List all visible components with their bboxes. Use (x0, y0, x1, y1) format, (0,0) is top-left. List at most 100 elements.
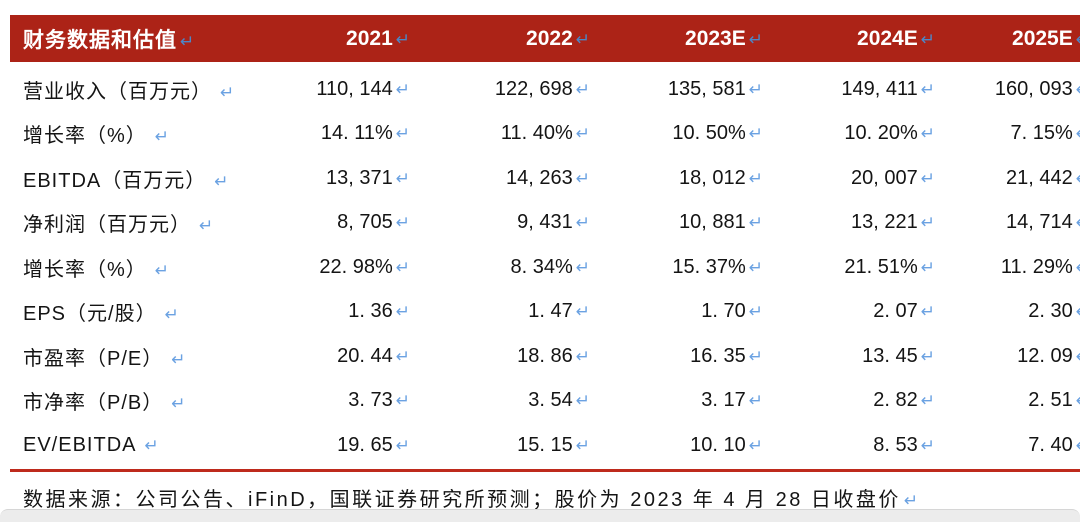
cell-value: 22. 98% (319, 255, 393, 278)
paragraph-return-icon: ↵ (395, 391, 410, 412)
value-cell: 1. 47 ↵ (410, 300, 590, 323)
cell-value: 18, 012 (679, 166, 746, 189)
row-label: EBITDA（百万元） (23, 169, 207, 192)
cell-value: 2. 82 (873, 389, 918, 412)
paragraph-return-icon: ↵ (920, 435, 935, 456)
value-cell: 15. 37% ↵ (590, 256, 763, 279)
cell-value: 10. 10 (690, 433, 746, 456)
row-label-cell: 增长率（%） ↵ (10, 253, 240, 282)
value-cell: 15. 15 ↵ (410, 434, 590, 457)
paragraph-return-icon: ↵ (1076, 302, 1080, 322)
value-cell: 7. 15%↵ (935, 122, 1080, 145)
table-row: 增长率（%） ↵ 22. 98% ↵ 8. 34% ↵ 15. 37% ↵ 21. 51% ↵ 11… (10, 245, 1080, 290)
row-label: 营业收入（百万元） (23, 80, 212, 103)
financial-data-table: 财务数据和估值↵ 2021↵2022↵2023E↵2024E↵2025E↵ 营业… (10, 15, 1080, 512)
column-header-label: 2023E (685, 26, 746, 50)
cell-value: 3. 54 (528, 389, 573, 412)
paragraph-return-icon: ↵ (395, 79, 410, 100)
cell-value: 13, 371 (326, 166, 393, 189)
paragraph-return-icon: ↵ (1076, 258, 1080, 278)
paragraph-return-icon: ↵ (748, 79, 763, 100)
paragraph-return-icon: ↵ (575, 435, 590, 456)
paragraph-return-icon: ↵ (1076, 124, 1080, 144)
cell-value: 11. 29% (1000, 255, 1073, 278)
table-header-title: 财务数据和估值 (23, 28, 177, 52)
value-cell: 21. 51% ↵ (763, 256, 935, 279)
table-bottom-border (10, 468, 1080, 472)
paragraph-return-icon: ↵ (920, 213, 935, 234)
table-row: 市净率（P/B）↵3. 73↵3. 54↵3. 17↵2. 82↵2. 51↵ (10, 379, 1080, 424)
cell-value: 21, 442 (1006, 166, 1073, 189)
column-header-2024e: 2024E ↵ (763, 27, 935, 51)
cell-value: 149, 411 (841, 77, 918, 100)
paragraph-return-icon: ↵ (1076, 30, 1080, 50)
table-row: EV/EBITDA ↵ 19. 65 ↵ 15. 15 ↵ 10. 10 ↵ 8. 53 ↵ 7. … (10, 423, 1080, 468)
cell-value: 2. 30 (1028, 300, 1073, 323)
value-cell: 10. 10 ↵ (590, 434, 763, 457)
cell-value: 21. 51% (844, 255, 918, 278)
row-label: 净利润（百万元） (23, 214, 191, 237)
value-cell: 8. 34% ↵ (410, 256, 590, 279)
value-cell: 14, 714↵ (935, 211, 1080, 234)
cell-value: 1. 47 (528, 300, 573, 323)
paragraph-return-icon: ↵ (748, 391, 763, 412)
column-header-2021: 2021 ↵ (240, 27, 410, 51)
paragraph-return-icon: ↵ (575, 213, 590, 234)
value-cell: 110, 144 ↵ (240, 78, 410, 101)
value-cell: 12. 09↵ (935, 345, 1080, 368)
table-row: EPS（元/股）↵1. 36↵1. 47↵1. 70↵2. 07↵2. 30↵ (10, 290, 1080, 335)
table-body: 营业收入（百万元） ↵ 110, 144 ↵ 122, 698 ↵ 135, 581 ↵ 149… (10, 62, 1080, 468)
cell-value: 3. 17 (701, 389, 746, 412)
cell-value: 2. 07 (873, 300, 918, 323)
cell-value: 18. 86 (517, 344, 573, 367)
paragraph-return-icon: ↵ (748, 346, 763, 367)
value-cell: 7. 40↵ (935, 434, 1080, 457)
value-cell: 10. 20% ↵ (763, 122, 935, 145)
paragraph-return-icon: ↵ (903, 490, 919, 511)
value-cell: 2. 30↵ (935, 300, 1080, 323)
cell-value: 14. 11% (320, 122, 393, 145)
cell-value: 15. 15 (517, 433, 573, 456)
paragraph-return-icon: ↵ (395, 168, 410, 189)
paragraph-return-icon: ↵ (575, 168, 590, 189)
value-cell: 13, 371 ↵ (240, 167, 410, 190)
column-header-label: 2025E (1012, 26, 1073, 50)
paragraph-return-icon: ↵ (575, 124, 590, 145)
table-row: 增长率（%） ↵ 14. 11% ↵ 11. 40% ↵ 10. 50% ↵ 10. 20% ↵ 7… (10, 112, 1080, 157)
cell-value: 12. 09 (1017, 344, 1073, 367)
row-label-cell: 营业收入（百万元） ↵ (10, 75, 240, 104)
paragraph-return-icon: ↵ (1076, 391, 1080, 411)
paragraph-return-icon: ↵ (575, 391, 590, 412)
value-cell: 10, 881 ↵ (590, 211, 763, 234)
row-label-cell: EBITDA（百万元） ↵ (10, 164, 240, 193)
value-cell: 22. 98% ↵ (240, 256, 410, 279)
value-cell: 13. 45 ↵ (763, 345, 935, 368)
row-label-cell: 净利润（百万元） ↵ (10, 208, 240, 237)
paragraph-return-icon: ↵ (748, 302, 763, 323)
row-label: 市净率（P/B） (23, 392, 164, 415)
paragraph-return-icon: ↵ (748, 29, 763, 50)
row-label: 市盈率（P/E） (23, 347, 164, 370)
paragraph-return-icon: ↵ (395, 257, 410, 278)
cell-value: 122, 698 (494, 77, 573, 100)
value-cell: 1. 36 ↵ (240, 300, 410, 323)
column-header-2023e: 2023E ↵ (590, 27, 763, 51)
cell-value: 16. 35 (690, 344, 746, 367)
paragraph-return-icon: ↵ (395, 346, 410, 367)
paragraph-return-icon: ↵ (395, 29, 410, 50)
row-label: EV/EBITDA (23, 433, 137, 456)
value-cell: 11. 40% ↵ (410, 122, 590, 145)
cell-value: 8. 34% (510, 255, 573, 278)
cell-value: 13. 45 (862, 344, 918, 367)
value-cell: 20. 44 ↵ (240, 345, 410, 368)
value-cell: 16. 35 ↵ (590, 345, 763, 368)
value-cell: 14. 11% ↵ (240, 122, 410, 145)
cell-value: 9, 431 (517, 211, 573, 234)
cell-value: 10. 50% (672, 122, 746, 145)
value-cell: 3. 54 ↵ (410, 389, 590, 412)
source-note: 数据来源：公司公告、iFinD，国联证券研究所预测；股价为 2023 年 4 月… (10, 472, 1080, 512)
paragraph-return-icon: ↵ (199, 216, 214, 237)
value-cell: 19. 65 ↵ (240, 434, 410, 457)
cell-value: 2. 51 (1028, 389, 1073, 412)
paragraph-return-icon: ↵ (920, 302, 935, 323)
